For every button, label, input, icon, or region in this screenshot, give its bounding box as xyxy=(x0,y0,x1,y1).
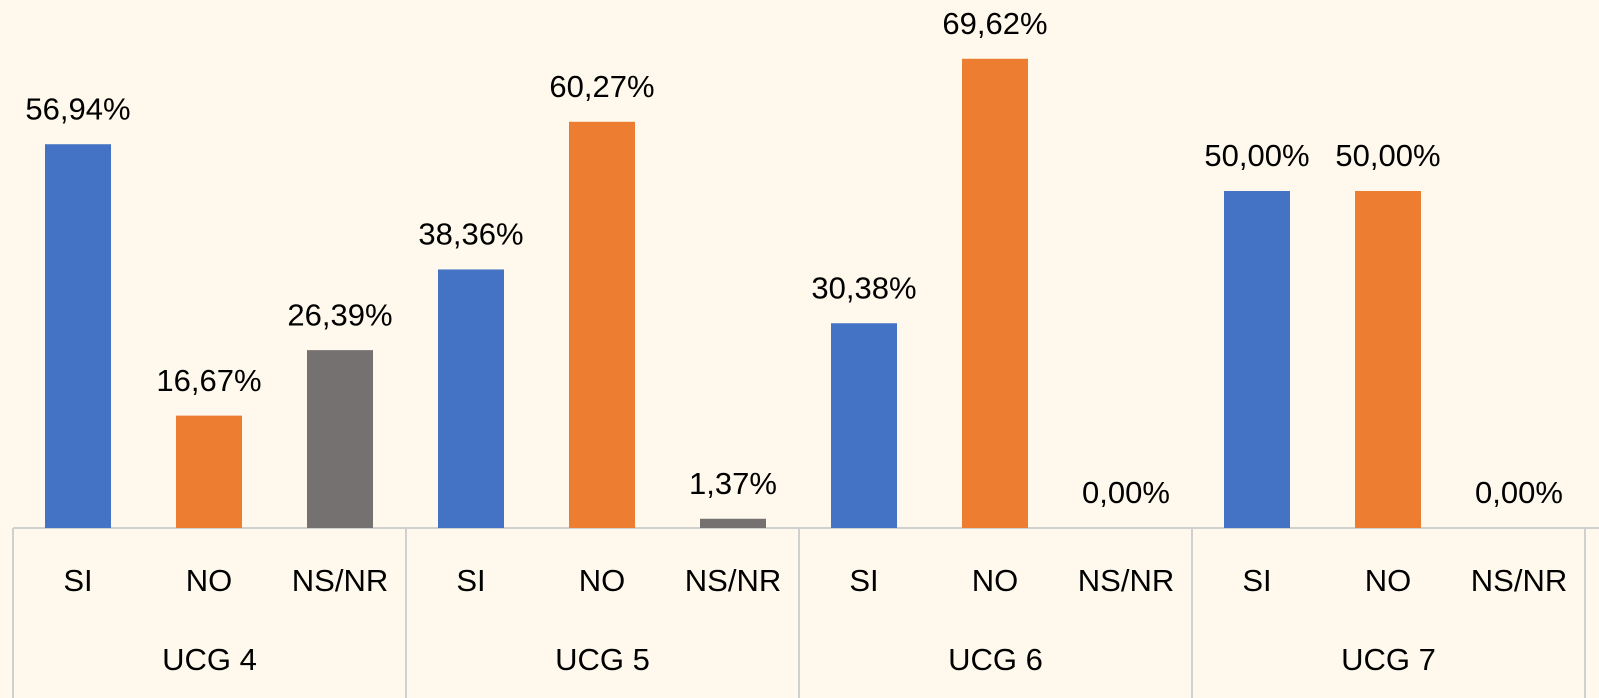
bar xyxy=(569,121,635,528)
x-tick-label: SI xyxy=(849,563,878,598)
x-tick-label: NO xyxy=(579,563,626,598)
bar xyxy=(438,269,504,528)
bar xyxy=(700,518,766,528)
group-label: UCG 6 xyxy=(948,642,1043,677)
value-label: 50,00% xyxy=(1204,138,1309,173)
x-tick-label: NS/NR xyxy=(1471,563,1567,598)
value-label: 1,37% xyxy=(689,466,777,501)
x-tick-label: SI xyxy=(1242,563,1271,598)
x-tick-label: SI xyxy=(456,563,485,598)
value-label: 38,36% xyxy=(418,217,523,252)
group-label: UCG 5 xyxy=(555,642,650,677)
bar xyxy=(831,323,897,528)
bar xyxy=(45,144,111,528)
value-label: 0,00% xyxy=(1475,475,1563,510)
x-tick-label: NS/NR xyxy=(685,563,781,598)
value-label: 60,27% xyxy=(549,69,654,104)
x-tick-label: NO xyxy=(1365,563,1412,598)
x-tick-label: NO xyxy=(972,563,1019,598)
x-tick-label: NO xyxy=(186,563,233,598)
value-label: 16,67% xyxy=(156,363,261,398)
value-label: 0,00% xyxy=(1082,475,1170,510)
bar xyxy=(1224,191,1290,528)
value-label: 26,39% xyxy=(287,297,392,332)
value-label: 30,38% xyxy=(811,270,916,305)
value-label: 50,00% xyxy=(1335,138,1440,173)
value-label: 69,62% xyxy=(942,6,1047,41)
group-label: UCG 7 xyxy=(1341,642,1436,677)
bar xyxy=(962,58,1028,528)
group-label: UCG 4 xyxy=(162,642,257,677)
bar xyxy=(176,415,242,528)
bar xyxy=(307,350,373,528)
x-tick-label: SI xyxy=(63,563,92,598)
value-label: 56,94% xyxy=(25,91,130,126)
bar xyxy=(1355,191,1421,528)
x-tick-label: NS/NR xyxy=(1078,563,1174,598)
x-tick-label: NS/NR xyxy=(292,563,388,598)
